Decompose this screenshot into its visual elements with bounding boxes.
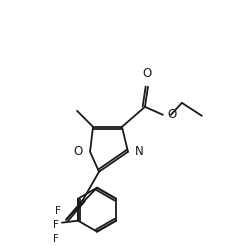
Text: O: O [142, 67, 152, 80]
Text: N: N [135, 145, 144, 158]
Text: O: O [167, 108, 176, 121]
Text: O: O [74, 145, 83, 158]
Text: F: F [55, 206, 61, 216]
Text: F: F [53, 220, 59, 230]
Text: F: F [53, 234, 59, 244]
